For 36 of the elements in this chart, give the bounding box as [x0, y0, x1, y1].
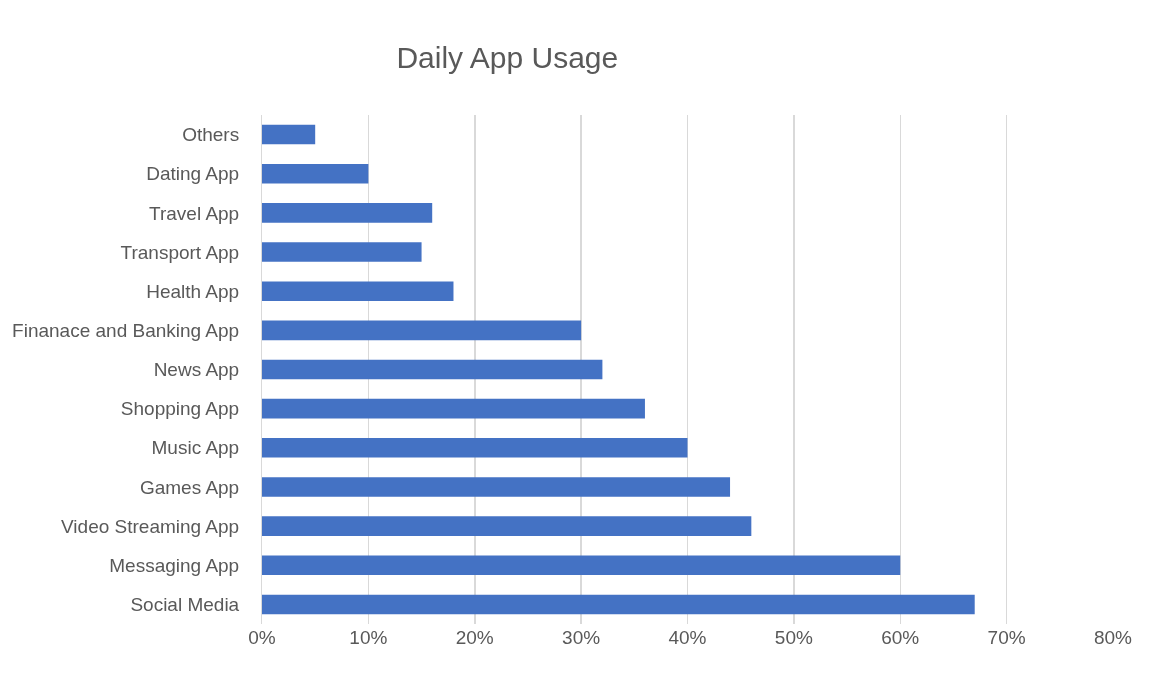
x-tick-label: 10%	[349, 627, 388, 648]
x-tick-label: 70%	[987, 627, 1026, 648]
bar	[262, 438, 688, 458]
bar	[262, 359, 603, 380]
bar	[262, 398, 645, 419]
bar	[262, 320, 582, 341]
y-tick-label: Music App	[151, 437, 240, 459]
y-tick-label: Finanace and Banking App	[12, 320, 240, 341]
bar	[262, 516, 752, 536]
y-tick-label: Travel App	[149, 202, 240, 224]
bar	[262, 163, 369, 184]
y-tick-label: Others	[182, 124, 240, 146]
bar	[262, 242, 422, 262]
x-tick-label: 60%	[881, 627, 920, 648]
x-tick-label: 40%	[668, 627, 707, 648]
x-tick-label: 20%	[455, 627, 494, 648]
y-tick-label: Video Streaming App	[61, 515, 240, 537]
y-tick-label: Health App	[146, 280, 240, 302]
bar	[262, 281, 454, 301]
bar	[262, 477, 731, 497]
y-tick-label: Messaging App	[109, 554, 240, 576]
bar	[262, 555, 901, 576]
y-tick-label: News App	[153, 359, 240, 381]
y-tick-label: Transport App	[120, 241, 240, 263]
x-tick-label: 50%	[774, 627, 813, 648]
x-tick-label: 30%	[562, 627, 601, 648]
chart-title: Daily App Usage	[396, 41, 619, 75]
x-tick-label: 0%	[248, 627, 276, 648]
x-tick-label: 80%	[1093, 627, 1133, 648]
y-tick-label: Social Media	[130, 594, 240, 616]
y-tick-label: Shopping App	[120, 398, 240, 420]
y-tick-label: Dating App	[146, 163, 240, 185]
bar	[262, 124, 316, 145]
y-tick-label: Games App	[139, 476, 240, 498]
bar	[262, 594, 975, 615]
bar	[262, 203, 433, 223]
